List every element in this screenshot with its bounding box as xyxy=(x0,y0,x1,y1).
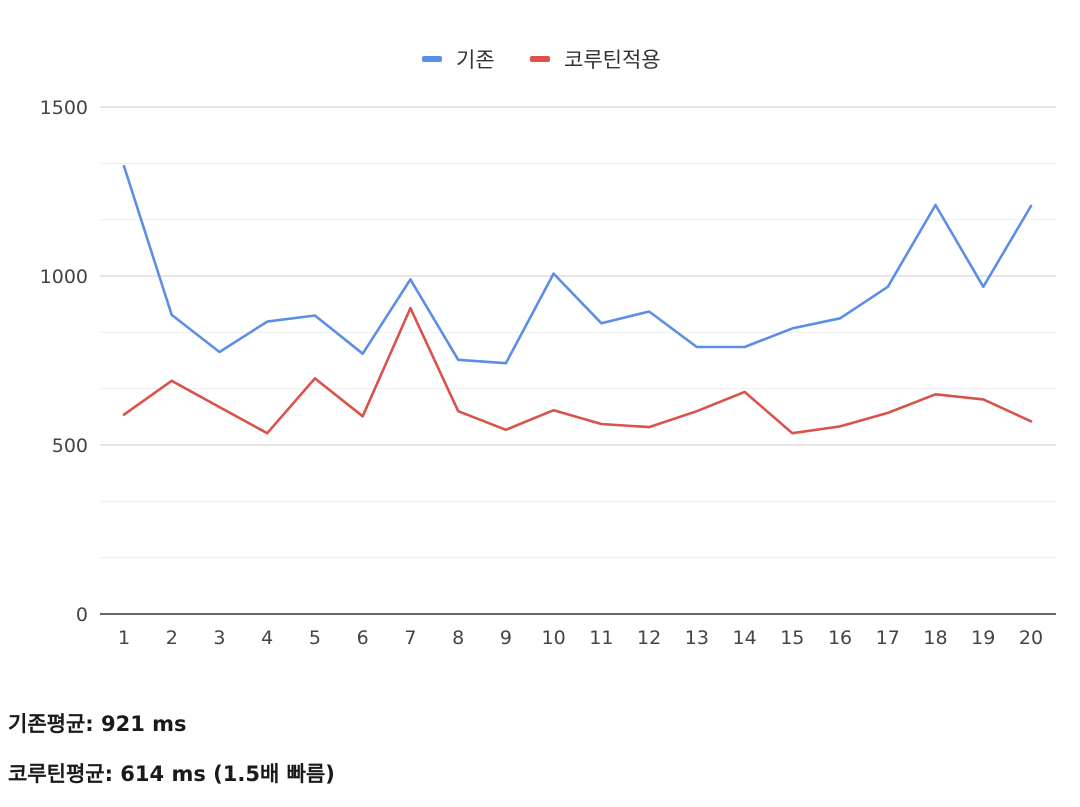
baseline-average-text: 기존평균: 921 ms xyxy=(8,712,187,736)
series-lines xyxy=(122,164,1033,435)
x-tick-label: 19 xyxy=(971,627,995,649)
x-tick-label: 7 xyxy=(404,627,416,649)
x-tick-label: 17 xyxy=(876,627,900,649)
series-line-coroutine xyxy=(122,306,1033,435)
x-tick-label: 18 xyxy=(923,627,947,649)
line-chart: 0 500 1000 1500 1 2 3 4 5 6 7 8 9 10 11 12 13 14 15 16 17 18… xyxy=(40,48,1056,649)
y-tick-label: 500 xyxy=(52,435,88,457)
y-tick-label: 0 xyxy=(76,604,88,626)
legend-swatch xyxy=(530,56,550,62)
y-tick-label: 1000 xyxy=(40,266,88,288)
legend-label[interactable]: 코루틴적용 xyxy=(564,48,661,72)
y-axis-ticks: 0 500 1000 1500 xyxy=(40,97,88,626)
x-tick-label: 15 xyxy=(780,627,804,649)
legend[interactable]: 기존 코루틴적용 xyxy=(422,48,661,72)
x-tick-label: 16 xyxy=(828,627,852,649)
x-tick-label: 20 xyxy=(1019,627,1043,649)
x-tick-label: 13 xyxy=(685,627,709,649)
legend-label[interactable]: 기존 xyxy=(456,48,495,72)
legend-swatch xyxy=(422,56,442,62)
series-line-baseline xyxy=(122,164,1033,365)
x-tick-label: 2 xyxy=(166,627,178,649)
coroutine-average-text: 코루틴평균: 614 ms (1.5배 빠름) xyxy=(8,762,335,786)
gridlines xyxy=(100,106,1056,559)
x-tick-label: 3 xyxy=(213,627,225,649)
x-tick-label: 8 xyxy=(452,627,464,649)
x-axis-ticks: 1 2 3 4 5 6 7 8 9 10 11 12 13 14 15 16 17 18 19 20 xyxy=(118,627,1043,649)
y-tick-label: 1500 xyxy=(40,97,88,119)
x-tick-label: 4 xyxy=(261,627,273,649)
x-tick-label: 6 xyxy=(357,627,369,649)
x-tick-label: 10 xyxy=(542,627,566,649)
x-tick-label: 5 xyxy=(309,627,321,649)
x-tick-label: 9 xyxy=(500,627,512,649)
x-tick-label: 11 xyxy=(589,627,613,649)
x-tick-label: 1 xyxy=(118,627,130,649)
x-tick-label: 12 xyxy=(637,627,661,649)
x-tick-label: 14 xyxy=(732,627,756,649)
